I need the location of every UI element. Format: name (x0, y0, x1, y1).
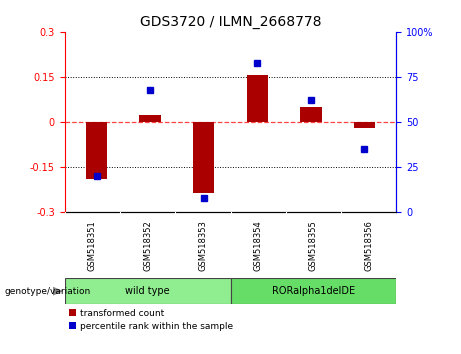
Bar (140, 115, 161, 122)
Bar (193, 122, 214, 193)
Bar (230, 278, 396, 304)
Bar (354, 122, 375, 127)
Text: wild type: wild type (125, 286, 170, 296)
Text: GSM518352: GSM518352 (143, 220, 152, 270)
Text: GSM518351: GSM518351 (88, 220, 97, 270)
Bar (86, 122, 107, 179)
Text: genotype/variation: genotype/variation (5, 287, 91, 296)
Polygon shape (53, 287, 63, 296)
Text: GSM518354: GSM518354 (254, 220, 263, 270)
Legend: transformed count, percentile rank within the sample: transformed count, percentile rank withi… (69, 309, 233, 331)
Text: GSM518353: GSM518353 (198, 220, 207, 270)
Text: RORalpha1delDE: RORalpha1delDE (272, 286, 355, 296)
Text: GSM518355: GSM518355 (309, 220, 318, 270)
Bar (300, 107, 321, 122)
Bar (65, 278, 230, 304)
Text: GSM518356: GSM518356 (364, 220, 373, 270)
Title: GDS3720 / ILMN_2668778: GDS3720 / ILMN_2668778 (140, 16, 321, 29)
Bar (247, 75, 268, 122)
